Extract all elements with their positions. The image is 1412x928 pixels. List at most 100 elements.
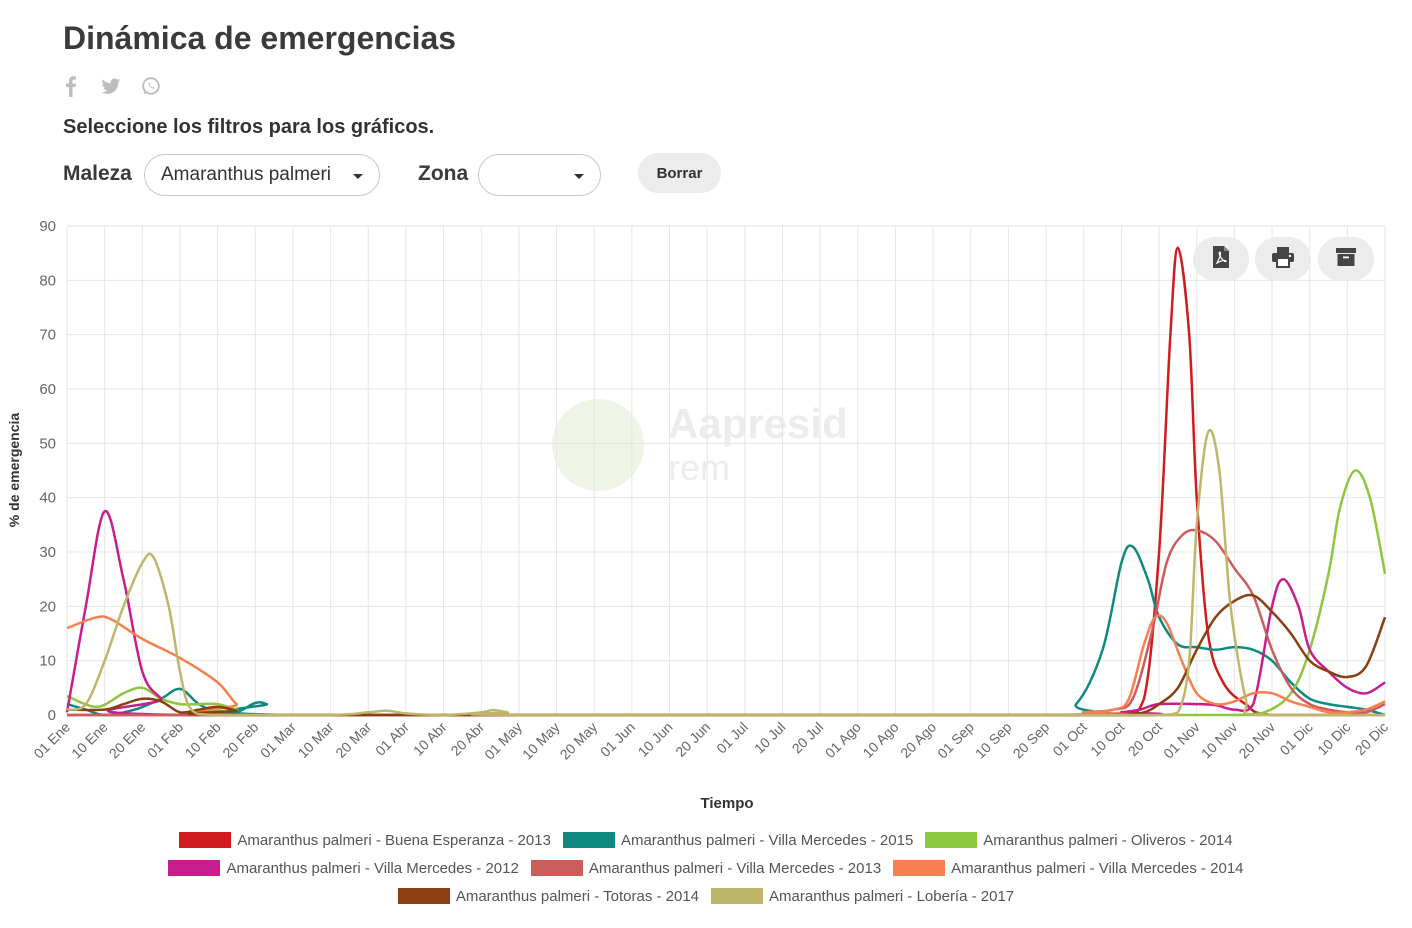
x-tick-label: 20 Ene [106,719,149,762]
chart-legend: Amaranthus palmeri - Buena Esperanza - 2… [0,826,1412,910]
twitter-icon[interactable] [100,74,122,98]
x-tick-label: 01 Feb [144,719,186,761]
legend-label: Amaranthus palmeri - Villa Mercedes - 20… [620,831,914,849]
legend-swatch [168,860,221,876]
legend-row: Amaranthus palmeri - Totoras - 2014 Amara… [0,882,1412,910]
whatsapp-icon[interactable] [140,74,162,98]
x-tick-label: 10 Oct [1087,719,1128,760]
legend-item[interactable]: Amaranthus palmeri - Villa Mercedes - 20… [893,860,1244,877]
legend-swatch [711,888,764,904]
page-title: Dinámica de emergencias [63,20,457,56]
x-tick-label: 20 Jun [672,719,713,760]
x-tick-label: 20 Sep [1010,719,1053,762]
zona-select[interactable] [478,154,601,196]
x-tick-label: 20 Jul [789,719,827,757]
x-tick-label: 10 Sep [972,719,1015,762]
x-tick-label: 10 Jul [751,719,789,757]
series-line-8 [66,429,1385,717]
legend-label: Amaranthus palmeri - Buena Esperanza - 2… [237,831,551,849]
x-tick-label: 20 Oct [1125,719,1166,760]
pdf-icon [1211,245,1231,274]
x-tick-label: 10 Ene [68,719,111,762]
x-tick-label: 20 Ago [897,719,939,761]
x-tick-label: 01 Ene [30,719,73,762]
x-tick-label: 10 Ago [859,719,901,761]
x-axis-title: Tiempo [700,795,753,812]
export-archive-button[interactable] [1318,237,1374,281]
y-tick-label: 50 [39,435,56,452]
filters-instructions: Seleccione los filtros para los gráficos… [63,116,435,138]
legend-swatch [893,860,946,876]
legend-item[interactable]: Amaranthus palmeri - Villa Mercedes - 20… [562,831,914,849]
y-tick-label: 40 [39,490,56,507]
legend-swatch [925,832,978,848]
x-tick-label: 20 Dic [1352,719,1391,758]
y-tick-label: 0 [48,707,56,724]
y-tick-label: 30 [39,544,56,561]
x-tick-label: 01 Dic [1276,719,1315,758]
legend-item[interactable]: Amaranthus palmeri - Oliveros - 2014 [925,831,1233,849]
legend-swatch [530,860,583,876]
legend-label: Amaranthus palmeri - Villa Mercedes - 20… [226,859,519,877]
maleza-select[interactable]: Amaranthus palmeri [144,154,380,196]
legend-row: Amaranthus palmeri - Buena Esperanza - 2… [0,826,1412,854]
x-tick-label: 01 Ago [822,719,864,761]
legend-label: Amaranthus palmeri - Villa Mercedes - 20… [588,859,882,877]
y-tick-label: 10 [39,653,56,670]
series-line-5 [67,528,1386,717]
x-tick-label: 01 Jun [597,719,638,760]
legend-row: Amaranthus palmeri - Villa Mercedes - 20… [0,854,1412,882]
export-pdf-button[interactable] [1193,237,1249,281]
print-button[interactable] [1255,237,1311,281]
x-tick-label: 10 Mar [295,719,337,761]
chart-series [65,246,1387,717]
x-tick-label: 10 Nov [1198,719,1241,762]
x-tick-label: 20 Feb [219,719,261,761]
x-tick-label: 10 Dic [1314,719,1353,758]
legend-swatch [179,832,232,848]
legend-item[interactable]: Amaranthus palmeri - Buena Esperanza - 2… [179,832,551,849]
facebook-icon[interactable] [60,74,82,98]
y-tick-label: 70 [39,327,56,344]
legend-label: Amaranthus palmeri - Oliveros - 2014 [983,831,1233,849]
share-bar [60,74,162,98]
maleza-select-value: Amaranthus palmeri [161,164,332,185]
maleza-label: Maleza [63,162,132,185]
archive-icon [1335,247,1357,272]
clear-filters-button[interactable]: Borrar [638,153,721,193]
x-tick-label: 10 Feb [182,719,224,761]
y-tick-label: 80 [39,272,56,289]
chevron-down-icon [574,174,584,179]
x-tick-label: 01 Nov [1160,719,1203,762]
y-tick-label: 20 [39,598,56,615]
legend-item[interactable]: Amaranthus palmeri - Lobería - 2017 [711,888,1014,905]
legend-item[interactable]: Amaranthus palmeri - Totoras - 2014 [397,888,699,905]
series-line-4 [65,510,1386,717]
watermark: Aapresid rem [552,399,848,491]
x-tick-label: 10 Abr [410,719,450,759]
legend-label: Amaranthus palmeri - Lobería - 2017 [769,887,1015,905]
zona-label: Zona [418,162,469,185]
legend-item[interactable]: Amaranthus palmeri - Villa Mercedes - 20… [530,859,882,877]
y-tick-label: 90 [39,218,56,235]
legend-item[interactable]: Amaranthus palmeri - Villa Mercedes - 20… [168,859,519,877]
x-tick-label: 01 Sep [934,719,977,762]
y-axis-ticks: 0 10 20 30 40 50 60 70 80 90 [39,218,56,724]
legend-swatch [397,888,450,904]
x-tick-label: 01 Mar [257,719,299,761]
watermark-line1: Aapresid [668,400,848,447]
series-line-2 [66,544,1386,717]
series-line-6 [66,614,1386,717]
legend-swatch [562,832,615,848]
x-tick-label: 01 Oct [1049,719,1090,760]
x-tick-label: 10 Jun [635,719,676,760]
chart-grid [66,225,1386,716]
series-line-7 [66,593,1387,717]
x-tick-label: 01 Abr [372,719,412,759]
y-axis-title: % de emergencia [6,413,22,528]
x-tick-label: 10 May [519,719,563,763]
x-tick-label: 01 Jul [713,719,751,757]
print-icon [1271,246,1295,273]
